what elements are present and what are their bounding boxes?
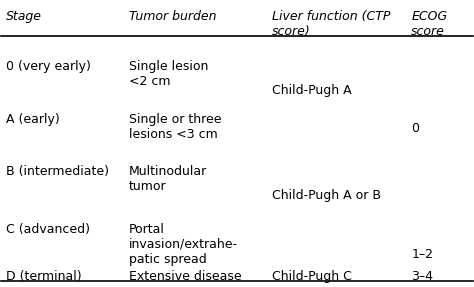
- Text: ECOG
score: ECOG score: [411, 10, 447, 38]
- Text: 0: 0: [411, 122, 419, 135]
- Text: Stage: Stage: [6, 10, 42, 23]
- Text: B (intermediate): B (intermediate): [6, 165, 109, 178]
- Text: Single or three
lesions <3 cm: Single or three lesions <3 cm: [128, 113, 221, 141]
- Text: Child-Pugh A: Child-Pugh A: [273, 84, 352, 97]
- Text: 0 (very early): 0 (very early): [6, 60, 91, 73]
- Text: Single lesion
<2 cm: Single lesion <2 cm: [128, 60, 208, 88]
- Text: 1–2: 1–2: [411, 248, 433, 261]
- Text: Multinodular
tumor: Multinodular tumor: [128, 165, 207, 193]
- Text: A (early): A (early): [6, 113, 60, 126]
- Text: Child-Pugh A or B: Child-Pugh A or B: [273, 189, 382, 202]
- Text: C (advanced): C (advanced): [6, 223, 90, 236]
- Text: Tumor burden: Tumor burden: [128, 10, 216, 23]
- Text: Portal
invasion/extrahe-
patic spread: Portal invasion/extrahe- patic spread: [128, 223, 237, 266]
- Text: D (terminal): D (terminal): [6, 270, 82, 283]
- Text: Child-Pugh C: Child-Pugh C: [273, 270, 352, 283]
- Text: Extensive disease: Extensive disease: [128, 270, 241, 283]
- Text: Liver function (CTP
score): Liver function (CTP score): [273, 10, 391, 38]
- Text: 3–4: 3–4: [411, 270, 433, 283]
